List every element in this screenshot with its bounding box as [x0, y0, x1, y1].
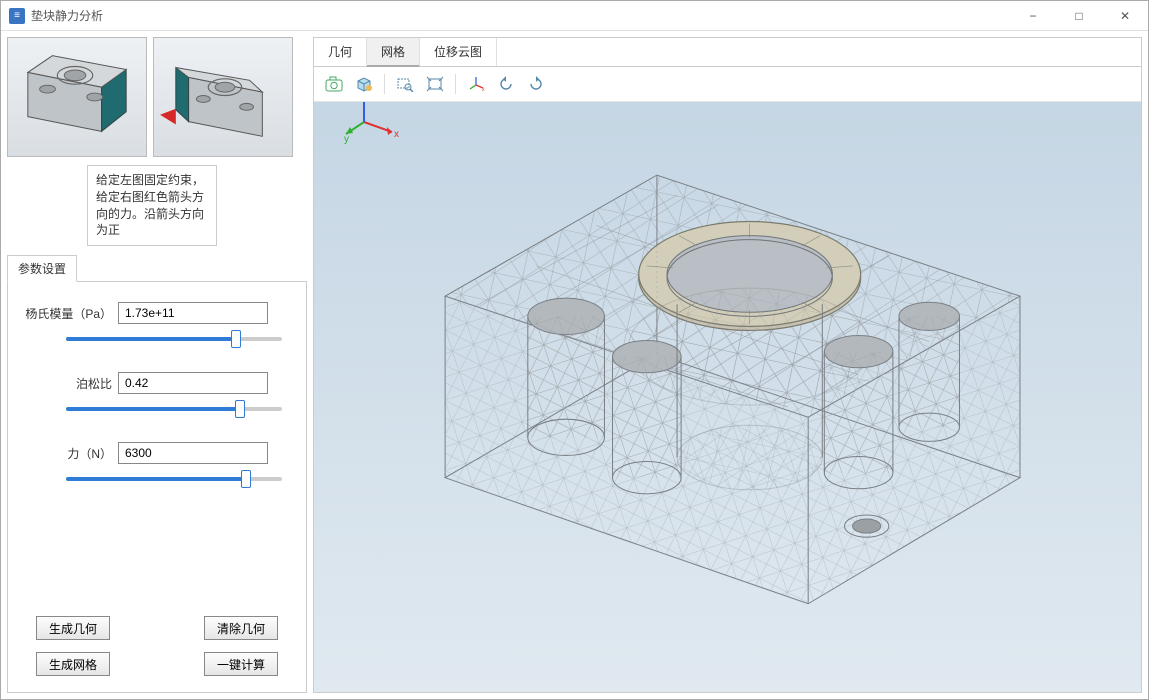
- maximize-button[interactable]: □: [1056, 1, 1102, 31]
- app-window: ≡ 垫块静力分析 − □ ✕: [0, 0, 1149, 700]
- window-title: 垫块静力分析: [31, 7, 103, 24]
- close-button[interactable]: ✕: [1102, 1, 1148, 31]
- force-slider[interactable]: [66, 477, 282, 481]
- young-modulus-input[interactable]: [118, 302, 268, 324]
- button-row-2: 生成网格 一键计算: [24, 646, 290, 682]
- app-icon: ≡: [9, 8, 25, 24]
- force-input[interactable]: [118, 442, 268, 464]
- close-icon: ✕: [1120, 9, 1130, 23]
- orientation-triad: x y z: [344, 102, 1141, 672]
- sidebar: 给定左图固定约束，给定右图红色箭头方向的力。沿箭头方向为正 参数设置 杨氏模量（…: [7, 37, 307, 693]
- svg-text:x: x: [482, 87, 485, 92]
- zoom-box-icon: [396, 76, 414, 92]
- rotate-ccw-tool[interactable]: [492, 71, 520, 97]
- rotate-cw-tool[interactable]: [522, 71, 550, 97]
- button-row-1: 生成几何 清除几何: [24, 610, 290, 646]
- poisson-slider[interactable]: [66, 407, 282, 411]
- maximize-icon: □: [1075, 9, 1082, 23]
- mesh-viewport[interactable]: x y z: [314, 102, 1141, 692]
- young-modulus-label: 杨氏模量（Pa）: [24, 305, 118, 322]
- screenshot-tool[interactable]: [320, 71, 348, 97]
- generate-mesh-button[interactable]: 生成网格: [36, 652, 110, 676]
- viewport-toolbar: x: [314, 67, 1141, 102]
- toolbar-separator-1: [384, 74, 385, 94]
- description-box: 给定左图固定约束，给定右图红色箭头方向的力。沿箭头方向为正: [87, 165, 217, 246]
- tab-mesh[interactable]: 网格: [367, 38, 420, 67]
- toolbar-separator-2: [455, 74, 456, 94]
- minimize-button[interactable]: −: [1010, 1, 1056, 31]
- transparency-tool[interactable]: [350, 71, 378, 97]
- thumbnail-force-svg: [154, 38, 292, 156]
- axis-y-label: y: [344, 134, 349, 145]
- poisson-label: 泊松比: [24, 375, 118, 392]
- thumbnail-fixed[interactable]: [7, 37, 147, 157]
- thumbnail-force[interactable]: [153, 37, 293, 157]
- param-panel: 杨氏模量（Pa） 泊松比: [7, 282, 307, 693]
- cube-transparency-icon: [355, 76, 373, 92]
- zoom-extents-icon: [426, 76, 444, 92]
- minimize-icon: −: [1029, 9, 1036, 23]
- force-arrow-icon: [160, 109, 176, 125]
- content-area: 给定左图固定约束，给定右图红色箭头方向的力。沿箭头方向为正 参数设置 杨氏模量（…: [1, 31, 1148, 699]
- title-bar: ≡ 垫块静力分析 − □ ✕: [1, 1, 1148, 31]
- default-view-tool[interactable]: x: [462, 71, 490, 97]
- zoom-box-tool[interactable]: [391, 71, 419, 97]
- generate-geometry-button[interactable]: 生成几何: [36, 616, 110, 640]
- zoom-extents-tool[interactable]: [421, 71, 449, 97]
- main-tab-bar: 几何 网格 位移云图: [314, 38, 1141, 67]
- field-young-modulus: 杨氏模量（Pa）: [24, 302, 290, 344]
- xyz-view-icon: x: [467, 76, 485, 92]
- field-poisson-ratio: 泊松比: [24, 372, 290, 414]
- thumbnail-row: [7, 37, 307, 161]
- tab-geometry[interactable]: 几何: [314, 38, 367, 66]
- one-click-compute-button[interactable]: 一键计算: [204, 652, 278, 676]
- main-panel: 几何 网格 位移云图 x: [313, 37, 1142, 693]
- clear-geometry-button[interactable]: 清除几何: [204, 616, 278, 640]
- sidebar-tab-header: 参数设置: [7, 254, 307, 282]
- axis-x-label: x: [394, 129, 399, 140]
- camera-icon: [325, 76, 343, 92]
- rotate-ccw-icon: [497, 76, 515, 92]
- young-modulus-slider[interactable]: [66, 337, 282, 341]
- tab-param-settings[interactable]: 参数设置: [7, 255, 77, 282]
- field-force: 力（N）: [24, 442, 290, 484]
- poisson-input[interactable]: [118, 372, 268, 394]
- rotate-cw-icon: [527, 76, 545, 92]
- thumbnail-fixed-svg: [8, 38, 146, 156]
- tab-displacement[interactable]: 位移云图: [420, 38, 497, 66]
- force-label: 力（N）: [24, 445, 118, 462]
- app-icon-glyph: ≡: [14, 10, 20, 21]
